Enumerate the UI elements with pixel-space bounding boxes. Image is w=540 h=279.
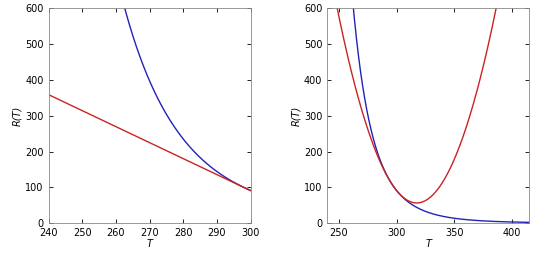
Y-axis label: R(T): R(T) [291, 106, 301, 126]
X-axis label: T: T [146, 239, 153, 249]
Y-axis label: R(T): R(T) [12, 106, 23, 126]
X-axis label: T: T [425, 239, 431, 249]
